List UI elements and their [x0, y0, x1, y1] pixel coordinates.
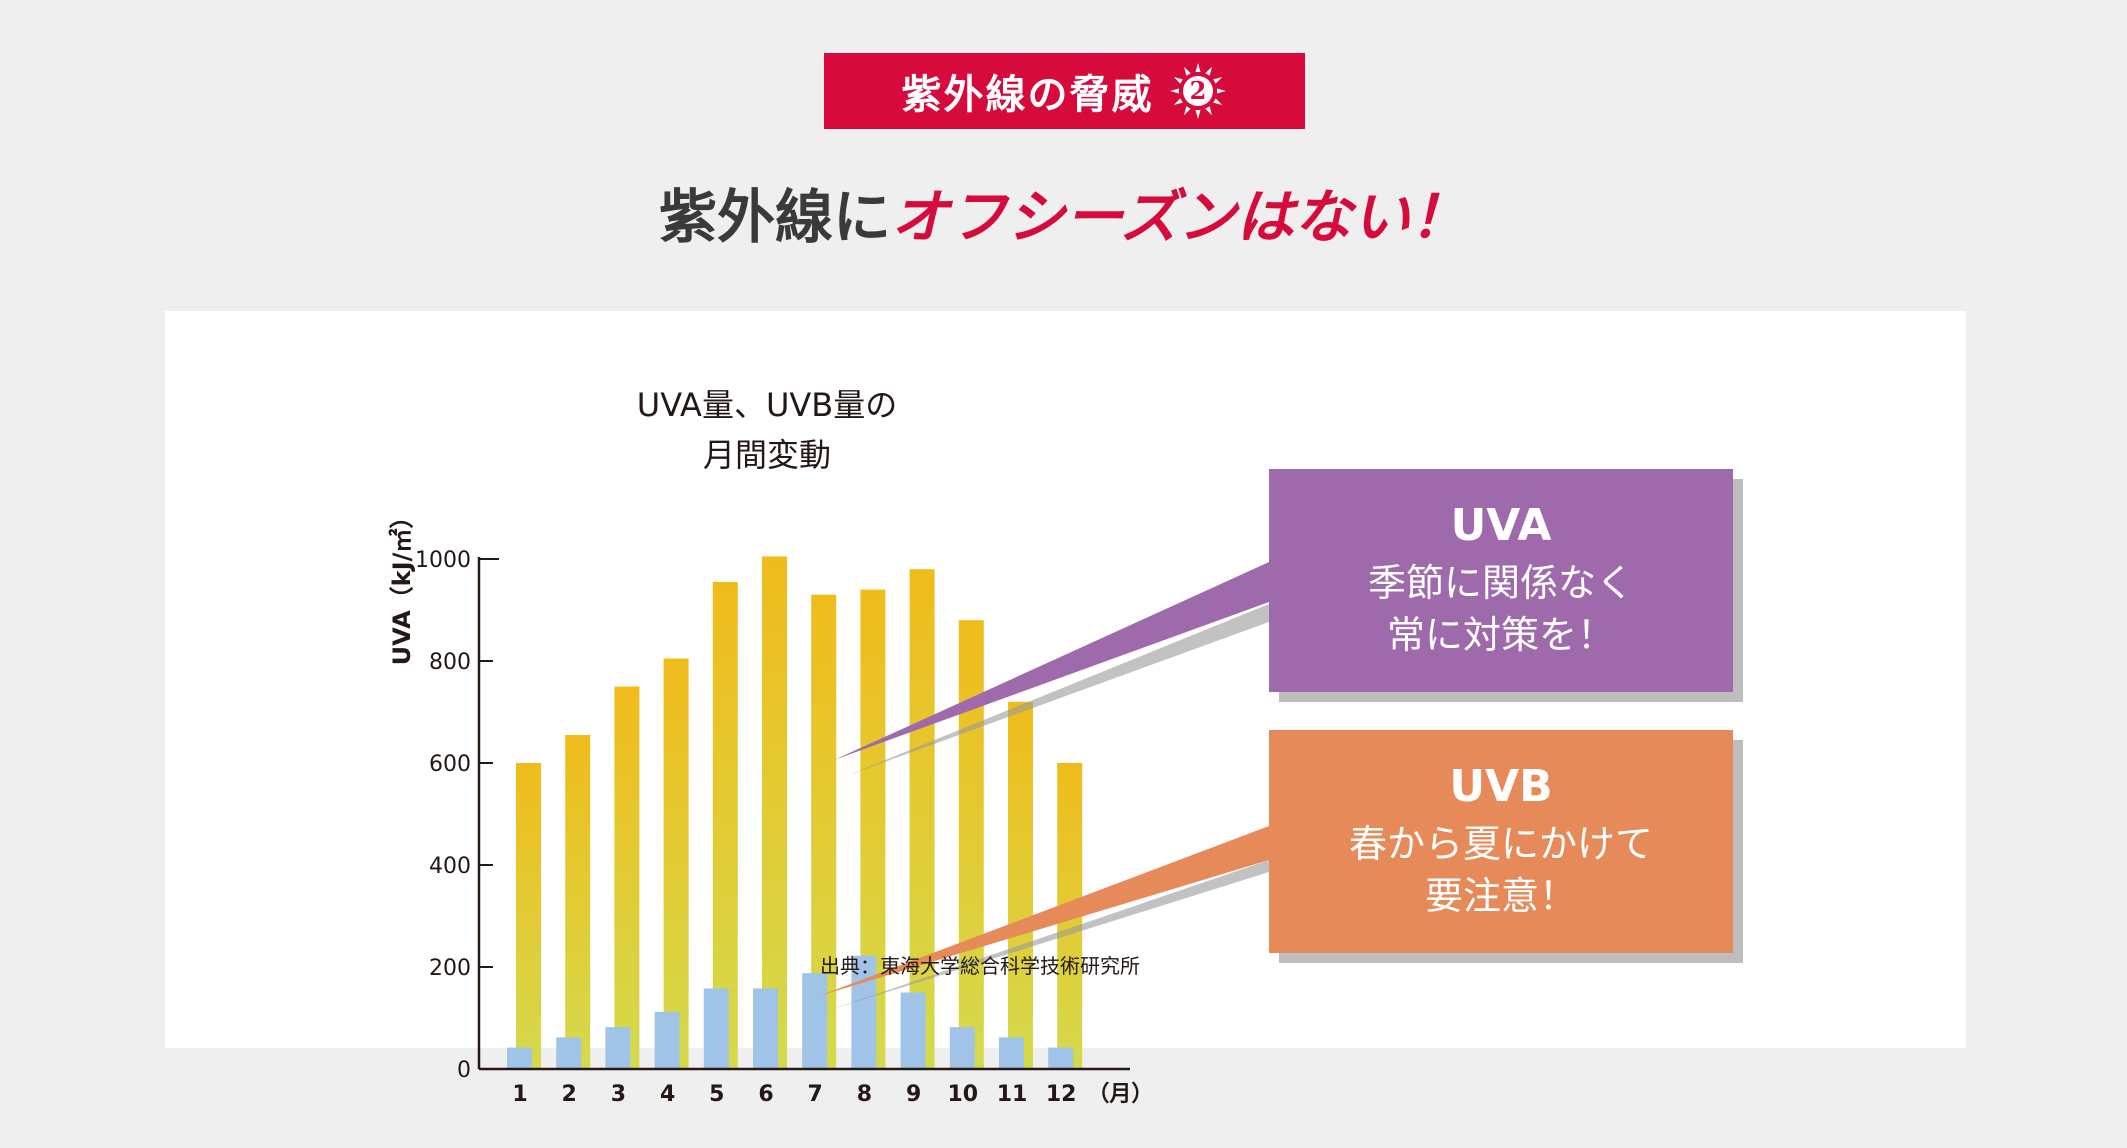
x-tick-label: 11 — [997, 1082, 1028, 1107]
headline-part2: オフシーズンはない！ — [890, 183, 1469, 251]
uvb-bar — [556, 1037, 582, 1069]
chart-title: UVA量、UVB量の 月間変動 — [567, 380, 967, 480]
x-tick-label: 8 — [857, 1082, 872, 1107]
badge-title: 紫外線の脅威 — [901, 72, 1154, 118]
section-badge: 紫外線の脅威 2 — [824, 53, 1305, 129]
uvb-bar — [851, 955, 877, 1069]
x-tick-label: 9 — [906, 1082, 921, 1107]
uvb-bar — [949, 1027, 975, 1069]
uva-callout: UVA 季節に関係なく 常に対策を！ — [1269, 469, 1743, 702]
y-tick-label: 400 — [429, 854, 471, 879]
chart-title-line2: 月間変動 — [702, 436, 831, 474]
uva-bar — [663, 658, 689, 1069]
x-unit-label: （月） — [1087, 1082, 1153, 1107]
x-tick-label: 4 — [660, 1082, 675, 1107]
y-tick-label: 200 — [429, 956, 471, 981]
uva-bar — [614, 686, 640, 1069]
uvb-bar — [1048, 1047, 1074, 1069]
chart-title-line1: UVA量、UVB量の — [636, 386, 898, 424]
sun-ray — [1195, 63, 1200, 72]
y-tick-label: 1000 — [415, 548, 471, 573]
y-tick-label: 600 — [429, 752, 471, 777]
uvb-bar — [654, 1011, 680, 1069]
sun-ray — [1195, 110, 1200, 119]
uva-bar — [565, 734, 591, 1069]
uvb-callout: UVB 春から夏にかけて 要注意！ — [1269, 730, 1743, 963]
uvb-bar — [703, 988, 729, 1069]
uvb-bar — [802, 973, 828, 1069]
uvb-callout-line2: 要注意！ — [1424, 874, 1577, 918]
sun-ray — [1212, 77, 1222, 84]
sun-ray — [1212, 98, 1222, 105]
sun-ray — [1173, 77, 1183, 84]
x-tick-label: 12 — [1046, 1082, 1077, 1107]
uvb-bar — [605, 1027, 631, 1069]
uvb-bar — [900, 992, 926, 1069]
x-tick-label: 7 — [808, 1082, 823, 1107]
x-tick-label: 10 — [947, 1082, 978, 1107]
sun-icon: 2 — [1169, 63, 1226, 119]
uva-bar — [1008, 701, 1033, 1069]
sun-ray — [1183, 66, 1191, 76]
headline-part1: 紫外線に — [658, 183, 891, 251]
uvb-bar — [507, 1047, 532, 1069]
x-tick-label: 3 — [611, 1082, 626, 1107]
y-tick-label: 0 — [457, 1058, 471, 1083]
sun-ray — [1169, 88, 1179, 94]
sun-ray — [1216, 88, 1226, 94]
uva-bar — [958, 620, 984, 1069]
uvb-callout-line1: 春から夏にかけて — [1348, 822, 1653, 866]
uva-bar — [909, 569, 935, 1069]
sun-ray — [1204, 66, 1212, 76]
uva-pointer — [834, 562, 1269, 760]
x-tick-label: 2 — [562, 1082, 577, 1107]
uva-bar — [516, 763, 541, 1069]
sun-ray — [1173, 98, 1183, 105]
uva-bar — [762, 556, 787, 1069]
uva-pointer-shadow — [846, 604, 1269, 776]
x-tick-label: 1 — [512, 1082, 527, 1107]
x-tick-label: 5 — [709, 1082, 724, 1107]
uvb-pointer — [819, 826, 1269, 996]
uvb-pointer-shadow — [830, 860, 1269, 1010]
y-tick-label: 800 — [429, 650, 471, 675]
sun-ray — [1183, 106, 1191, 116]
badge-number: 2 — [1189, 76, 1206, 105]
uvb-callout-title: UVB — [1449, 761, 1553, 812]
chart-source: 出典：東海大学総合科学技術研究所 — [820, 954, 1140, 978]
sun-ray — [1204, 106, 1212, 116]
page-headline: 紫外線にオフシーズンはない！ — [0, 170, 2127, 254]
uva-callout-title: UVA — [1450, 500, 1552, 551]
y-axis-label: UVA（kJ/㎡） — [388, 505, 416, 666]
x-tick-label: 6 — [758, 1082, 773, 1107]
uvb-bar — [753, 988, 778, 1069]
uva-callout-line2: 常に対策を！ — [1386, 613, 1615, 657]
uvb-bar — [999, 1037, 1024, 1069]
uva-callout-line1: 季節に関係なく — [1367, 561, 1634, 605]
uva-bar — [712, 581, 738, 1069]
